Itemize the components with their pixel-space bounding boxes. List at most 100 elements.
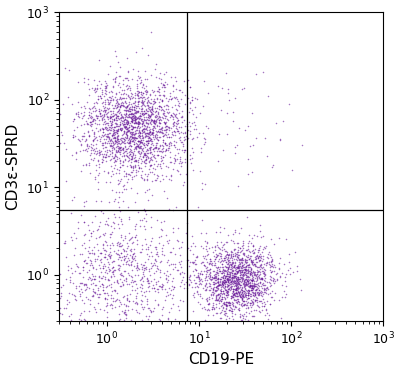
Point [119,138,126,144]
Point [224,299,230,305]
Point [250,290,256,296]
Point [137,151,143,157]
Point [225,279,231,285]
Point [132,278,138,283]
Point [119,146,125,152]
Point [64,297,70,303]
Point [122,268,128,274]
Point [150,134,156,140]
Point [170,123,176,129]
Point [239,267,246,273]
Point [147,115,153,120]
Point [135,138,142,144]
Point [124,128,131,134]
Point [104,131,111,137]
Point [70,118,76,124]
Point [156,120,162,126]
Point [118,308,125,314]
Point [234,298,241,304]
Point [196,274,202,280]
Point [100,126,106,132]
Point [269,261,276,267]
Point [98,159,105,165]
Point [119,99,125,105]
Point [81,75,87,81]
Point [258,283,264,289]
Point [143,141,150,147]
Point [189,94,196,100]
Point [143,107,150,113]
Point [232,270,238,276]
Point [187,84,194,90]
Point [217,292,224,298]
Point [164,98,171,104]
Point [232,293,239,299]
Point [100,265,106,271]
Point [172,132,178,138]
Point [144,102,151,108]
Point [242,256,248,262]
Point [127,95,134,101]
Point [98,95,104,101]
Point [104,309,110,315]
Point [215,291,221,297]
Point [218,315,224,321]
Point [57,310,63,316]
Point [226,270,233,276]
Point [98,132,105,138]
Point [257,257,264,263]
Point [245,289,252,295]
Point [144,147,151,153]
Point [128,133,134,139]
Point [73,283,79,289]
Point [249,270,256,276]
Point [220,288,226,294]
Point [217,268,224,274]
Point [233,277,240,283]
Point [198,229,204,235]
Point [140,117,147,123]
Point [128,147,134,153]
Point [126,85,133,91]
Point [136,129,142,135]
Point [241,291,248,297]
Point [96,161,102,167]
Point [239,263,246,269]
Point [113,250,119,256]
Point [234,296,241,302]
Point [114,278,121,284]
Point [107,108,113,114]
Point [128,126,135,132]
Point [141,150,147,156]
Point [225,276,231,282]
Point [225,282,231,288]
Point [224,277,231,283]
Point [104,277,111,283]
Point [137,140,144,145]
Point [235,279,241,285]
Point [102,136,109,142]
Point [109,93,115,98]
Point [222,268,229,274]
Point [213,288,220,294]
Point [246,279,253,285]
Point [104,289,110,295]
Point [232,259,238,265]
Point [230,231,236,237]
Point [223,260,229,266]
Point [112,196,118,202]
Point [162,95,169,101]
Point [90,293,96,299]
Point [101,94,108,100]
Point [228,253,235,259]
Point [234,275,241,281]
Point [158,284,165,290]
Point [150,118,157,124]
Point [225,266,232,272]
Point [154,123,160,129]
Point [123,128,130,134]
Point [138,116,144,122]
Point [128,164,134,170]
Point [56,246,62,252]
Point [226,286,233,292]
